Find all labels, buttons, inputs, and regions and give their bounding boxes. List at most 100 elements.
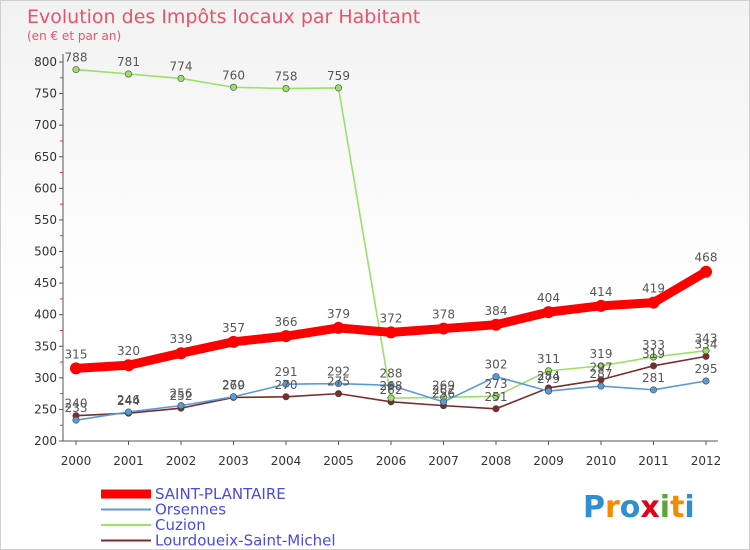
x-tick-label: 2000 [61, 454, 92, 468]
y-tick-label: 650 [34, 150, 57, 164]
legend-label: SAINT-PLANTAIRE [155, 485, 286, 503]
data-point [125, 70, 133, 78]
y-tick-label: 250 [34, 402, 57, 416]
y-tick-label: 300 [34, 371, 57, 385]
data-point [490, 318, 502, 331]
data-point [492, 405, 500, 413]
data-point [125, 408, 133, 416]
data-point [385, 326, 397, 339]
series-lines [70, 66, 712, 424]
logo-wordmark: Proxiti [583, 490, 695, 525]
x-tick-label: 2012 [691, 454, 722, 468]
data-label: 759 [327, 69, 350, 83]
y-tick-label: 400 [34, 308, 57, 322]
data-point [230, 83, 238, 91]
data-point [334, 390, 342, 398]
legend: SAINT-PLANTAIREOrsennesCuzionLourdoueix-… [101, 485, 336, 549]
data-point [177, 402, 185, 410]
data-label: 419 [642, 282, 665, 296]
x-tick-label: 2005 [323, 454, 354, 468]
data-point [702, 347, 710, 355]
x-tick-label: 2001 [113, 454, 144, 468]
chart-subtitle: (en € et par an) [27, 29, 121, 43]
data-label: 262 [380, 383, 403, 397]
data-labels: 315 320 339 357 366 379 372 378 384 404 414 419 468 2… [65, 51, 718, 416]
data-label: 384 [485, 304, 508, 318]
data-point [595, 299, 607, 312]
data-label: 268 [380, 379, 403, 393]
data-label: 334 [695, 337, 718, 351]
data-point [177, 74, 185, 82]
data-label: 252 [170, 389, 193, 403]
x-tick-label: 2011 [638, 454, 669, 468]
data-label: 315 [65, 347, 88, 361]
data-label: 262 [432, 383, 455, 397]
data-point [230, 393, 238, 401]
data-point [122, 359, 135, 372]
y-tick-label: 600 [34, 181, 57, 195]
y-tick-label: 700 [34, 118, 57, 132]
data-label: 333 [642, 338, 665, 352]
x-tick-label: 2007 [428, 454, 459, 468]
x-tick-label: 2002 [166, 454, 197, 468]
data-label: 404 [537, 291, 560, 305]
data-point [282, 85, 290, 93]
y-tick-label: 350 [34, 339, 57, 353]
data-label: 774 [170, 59, 193, 73]
data-label: 287 [590, 367, 613, 381]
data-point [649, 353, 657, 361]
y-tick-label: 200 [34, 434, 57, 448]
logo-letter: t [670, 490, 684, 525]
data-label: 378 [432, 308, 455, 322]
legend-label: Lourdoueix-Saint-Michel [155, 532, 336, 550]
data-point [280, 330, 292, 343]
data-label: 319 [590, 347, 613, 361]
proxiti-logo: Proxiti [583, 490, 695, 525]
data-point [72, 416, 80, 424]
data-label: 284 [537, 369, 560, 383]
data-label: 275 [327, 375, 350, 389]
data-point [702, 377, 710, 385]
data-point [387, 394, 395, 402]
data-point [332, 321, 345, 334]
x-tick-label: 2009 [533, 454, 564, 468]
data-label: 256 [170, 387, 193, 401]
data-point [542, 306, 555, 319]
data-point [334, 84, 342, 92]
data-label: 758 [275, 70, 298, 84]
data-point [227, 335, 240, 348]
x-tick-label: 2010 [586, 454, 617, 468]
legend-label: Orsennes [155, 501, 226, 519]
data-label: 339 [170, 332, 193, 346]
y-tick-label: 800 [34, 55, 57, 69]
data-label: 379 [327, 307, 350, 321]
data-label: 256 [432, 387, 455, 401]
axes: 200 250 300 350 400 450 500 550 600 650 700 750 800 2… [34, 54, 721, 468]
data-label: 366 [275, 315, 298, 329]
logo-letter: i [684, 490, 694, 525]
data-point [544, 367, 552, 375]
data-label: 297 [590, 361, 613, 375]
data-label: 240 [65, 397, 88, 411]
x-tick-label: 2004 [271, 454, 302, 468]
data-label: 244 [117, 394, 140, 408]
data-point [282, 393, 290, 401]
data-label: 788 [65, 51, 88, 65]
data-point [492, 373, 500, 381]
data-point [387, 381, 395, 389]
data-label: 320 [117, 344, 140, 358]
data-label: 251 [485, 390, 508, 404]
data-point [647, 296, 660, 309]
data-label: 273 [485, 377, 508, 391]
data-label: 288 [380, 366, 403, 380]
data-label: 372 [380, 311, 403, 325]
logo-letter: x [640, 490, 659, 525]
data-point [597, 382, 605, 390]
data-label: 295 [695, 362, 718, 376]
data-label: 343 [695, 332, 718, 346]
chart-title: Evolution des Impôts locaux par Habitant [27, 6, 420, 28]
data-label: 246 [117, 393, 140, 407]
data-label: 760 [222, 68, 245, 82]
